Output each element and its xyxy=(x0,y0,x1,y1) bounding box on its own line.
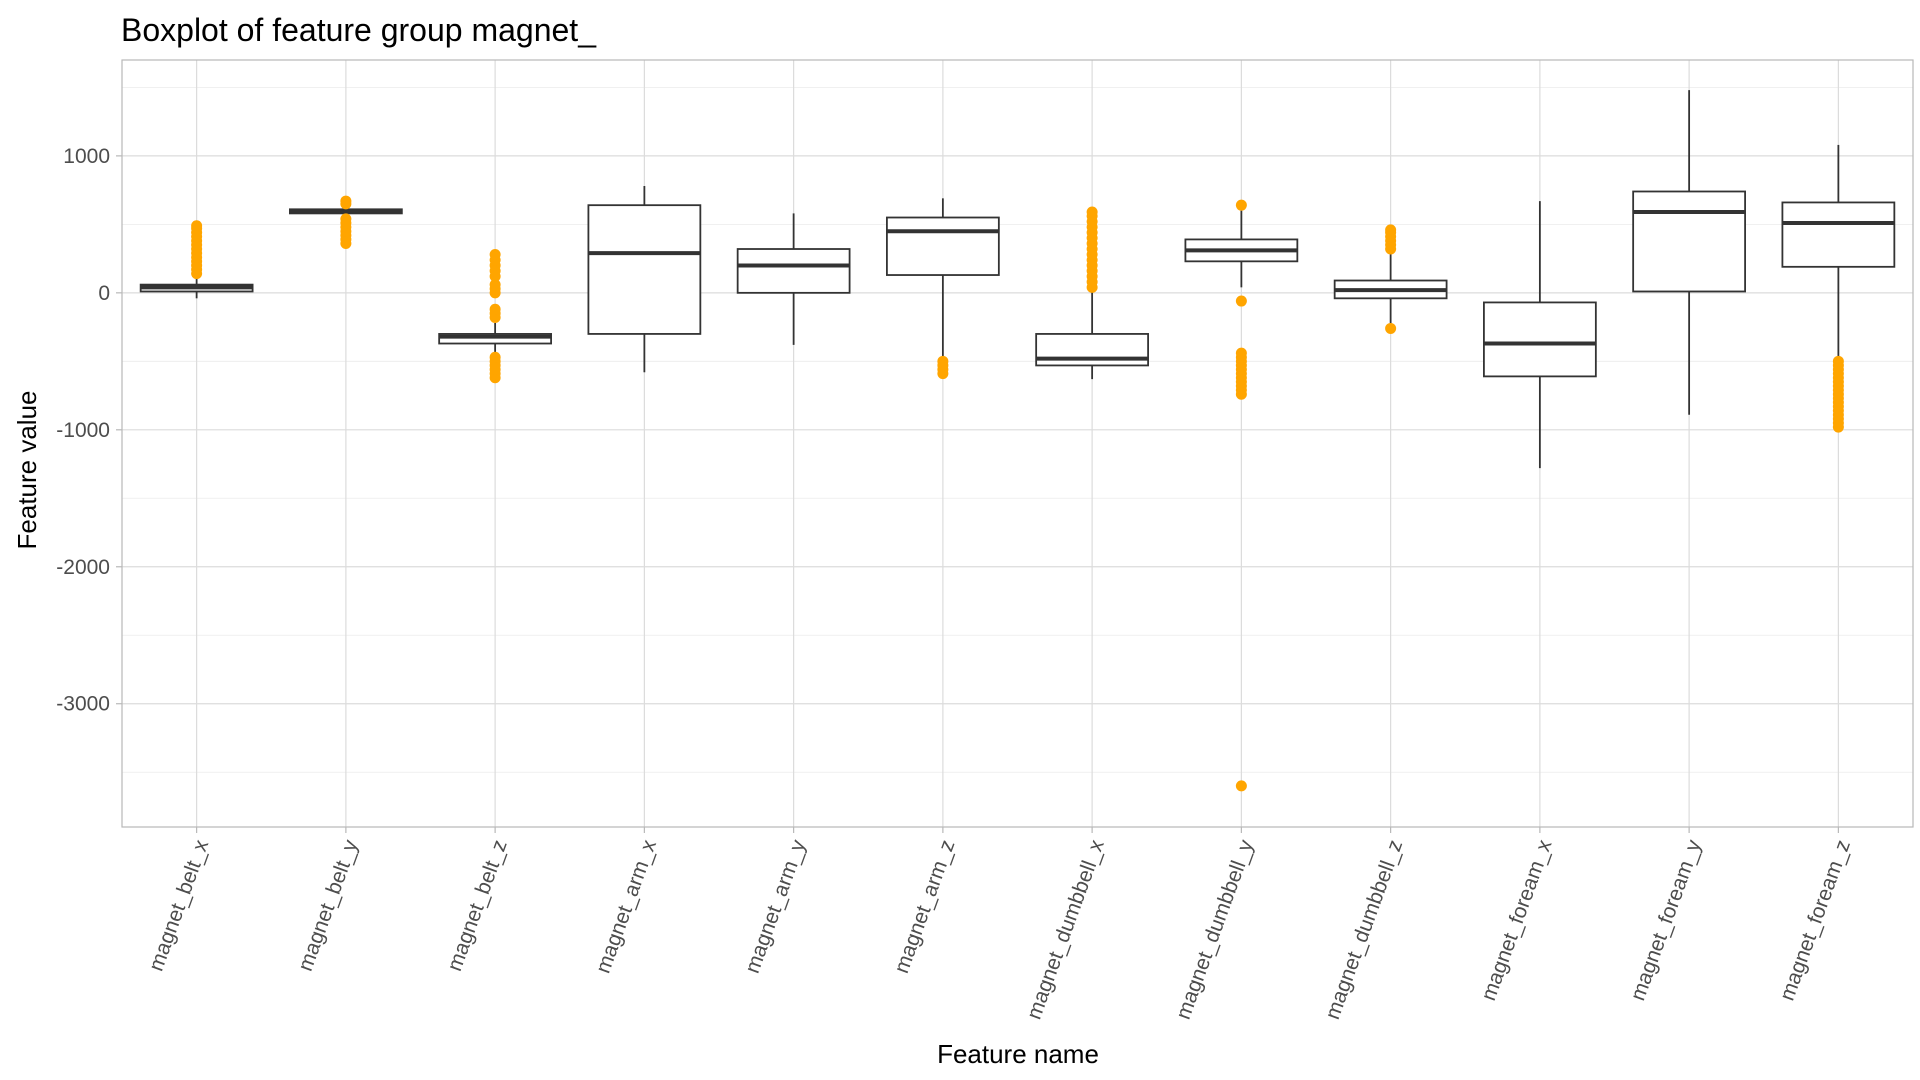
y-tick-label: 0 xyxy=(98,282,110,305)
iqr-box xyxy=(1632,190,1746,293)
y-tick-label: -2000 xyxy=(56,556,110,579)
x-tick-label: magnet_belt_y xyxy=(294,836,363,974)
outlier-point xyxy=(937,355,949,367)
iqr-box xyxy=(1781,201,1896,268)
box-magnet_arm_x xyxy=(587,186,702,373)
outlier-point xyxy=(191,220,203,232)
outlier-point xyxy=(1086,206,1098,218)
box-magnet_arm_z xyxy=(886,198,1000,380)
outlier-point xyxy=(1385,322,1397,334)
x-tick-label: magnet_foream_x xyxy=(1477,836,1557,1003)
iqr-box xyxy=(886,216,1000,276)
box-magnet_belt_x xyxy=(139,220,254,299)
x-tick-label: magnet_foream_y xyxy=(1626,836,1706,1003)
box-magnet_foream_y xyxy=(1632,90,1746,415)
x-axis-title: Feature name xyxy=(937,1039,1099,1069)
y-tick-label: -1000 xyxy=(56,419,110,442)
iqr-box xyxy=(1483,301,1597,378)
box-magnet_dumbbell_z xyxy=(1333,224,1448,334)
outlier-point xyxy=(340,195,352,207)
y-tick-label: 1000 xyxy=(63,145,110,168)
x-tick-label: magnet_foream_z xyxy=(1776,837,1856,1004)
iqr-box xyxy=(438,333,552,345)
outlier-point xyxy=(1235,199,1247,211)
outlier-point xyxy=(1385,224,1397,236)
outlier-point xyxy=(489,351,501,363)
box-magnet_foream_x xyxy=(1483,201,1597,469)
iqr-box xyxy=(736,248,851,294)
box-magnet_arm_y xyxy=(736,213,851,345)
outlier-point xyxy=(489,248,501,260)
x-tick-label: magnet_dumbbell_y xyxy=(1172,836,1258,1022)
panel-border xyxy=(121,59,1914,828)
x-tick-label: magnet_dumbbell_z xyxy=(1321,837,1407,1023)
x-tick-label: magnet_arm_y xyxy=(741,836,811,976)
y-tick-label: -3000 xyxy=(56,693,110,716)
x-tick-label: magnet_arm_z xyxy=(890,837,960,976)
box-magnet_dumbbell_x xyxy=(1035,206,1149,380)
box-magnet_belt_y xyxy=(289,195,403,250)
outlier-point xyxy=(1832,355,1844,367)
outlier-point xyxy=(489,303,501,315)
outlier-point xyxy=(1235,780,1247,792)
outlier-point xyxy=(1235,347,1247,359)
chart-title: Boxplot of feature group magnet_ xyxy=(121,12,597,48)
outlier-point xyxy=(340,213,352,225)
box-magnet_dumbbell_y xyxy=(1184,199,1299,792)
outlier-point xyxy=(1235,295,1247,307)
plot-panel: 1000 0 -1000 -2000 -3000 magnet_belt_x magnet_… xyxy=(56,59,1914,1023)
x-tick-label: magnet_belt_x xyxy=(145,836,214,974)
box-magnet_belt_z xyxy=(438,248,552,384)
outlier-point xyxy=(489,279,501,291)
box-magnet_foream_z xyxy=(1781,144,1896,433)
x-tick-label: magnet_belt_z xyxy=(443,837,512,974)
iqr-box xyxy=(1035,333,1149,367)
iqr-box xyxy=(587,204,702,335)
x-tick-label: magnet_arm_x xyxy=(592,836,662,976)
y-axis-title: Feature value xyxy=(12,391,42,550)
x-tick-label: magnet_dumbbell_x xyxy=(1023,836,1109,1022)
